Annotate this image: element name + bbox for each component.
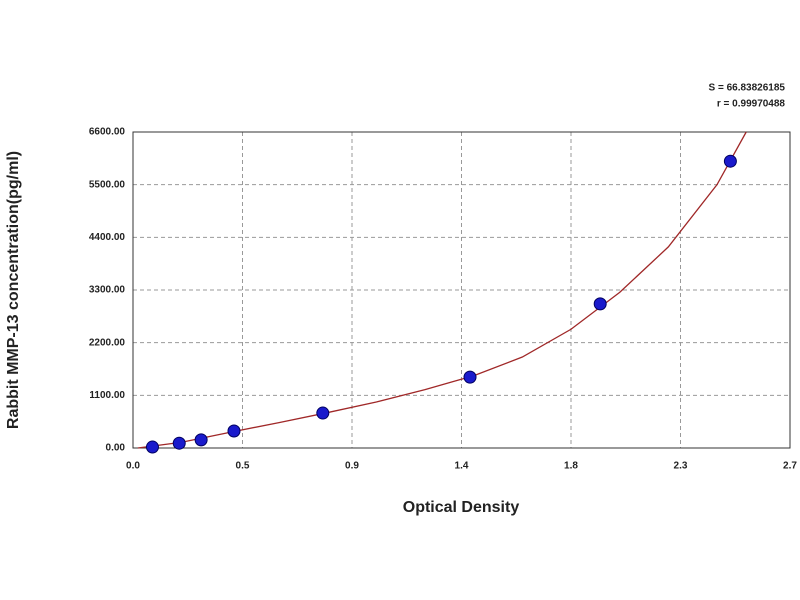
data-point [194,433,208,447]
y-tick-label: 1100.00 [89,390,125,401]
x-tick-label: 1.8 [564,461,578,472]
x-tick-label: 2.3 [674,461,688,472]
data-point [172,436,186,450]
y-tick-label: 5500.00 [89,179,126,190]
data-point [227,424,241,438]
y-axis-title: Rabbit MMP-13 concentration(pg/ml) [5,151,22,429]
annotation: S = 66.83826185 [709,83,786,94]
x-tick-label: 2.7 [783,461,797,472]
y-tick-label: 0.00 [106,443,126,454]
annotation: r = 0.99970488 [717,99,786,110]
y-tick-label: 3300.00 [89,285,126,296]
x-axis-title: Optical Density [403,499,520,516]
data-point [145,440,159,454]
y-tick-label: 6600.00 [89,127,126,138]
x-tick-label: 1.4 [455,461,469,472]
data-point [316,406,330,420]
x-tick-label: 0.9 [345,461,359,472]
data-point [463,370,477,384]
data-point [593,297,607,311]
x-tick-label: 0.5 [236,461,250,472]
plot-frame [132,131,791,449]
x-tick-label: 0.0 [126,461,140,472]
y-tick-label: 2200.00 [89,337,126,348]
data-point [723,154,737,168]
y-tick-label: 4400.00 [89,232,126,243]
